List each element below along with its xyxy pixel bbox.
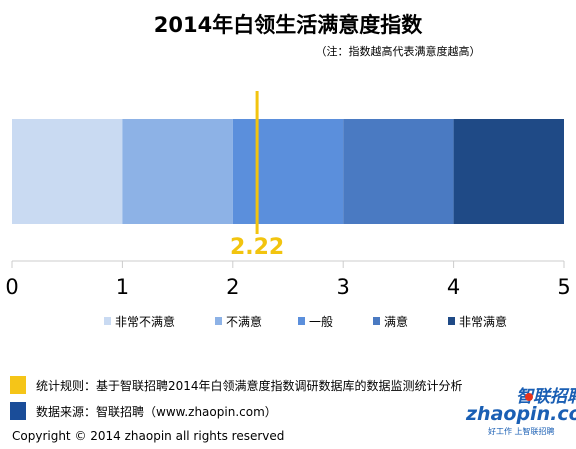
legend-label-4: 满意 [384, 314, 408, 329]
bar-segment-2 [122, 119, 233, 224]
logo-slogan: 好工作 上智联招聘 [488, 426, 555, 436]
rule-text: 统计规则：基于智联招聘2014年白领满意度指数调研数据库的数据监测统计分析 [36, 378, 463, 393]
rule-swatch [10, 376, 26, 394]
legend-swatch-2 [215, 317, 222, 325]
legend-swatch-3 [298, 317, 305, 325]
legend-swatch-5 [448, 317, 455, 325]
tick-label-5: 5 [557, 275, 570, 299]
bar-segment-5 [453, 119, 564, 224]
legend: 非常不满意 不满意 一般 满意 非常满意 [104, 314, 507, 329]
bar-segment-3 [232, 119, 344, 224]
legend-swatch-4 [373, 317, 380, 325]
chart-subtitle: （注：指数越高代表满意度越高） [316, 44, 481, 58]
chart-title: 2014年白领生活满意度指数 [154, 13, 423, 37]
tick-label-1: 1 [116, 275, 129, 299]
bar-segment-1 [12, 119, 123, 224]
zhaopin-logo: 智联招聘 zhaopin.com 好工作 上智联招聘 [465, 387, 576, 436]
tick-label-3: 3 [337, 275, 350, 299]
copyright-text: Copyright © 2014 zhaopin all rights rese… [12, 429, 284, 443]
legend-label-1: 非常不满意 [115, 314, 175, 329]
tick-label-4: 4 [447, 275, 460, 299]
source-swatch [10, 402, 26, 420]
bar-segment-4 [343, 119, 454, 224]
legend-label-3: 一般 [309, 314, 333, 329]
bar-segments [12, 119, 564, 224]
marker-label: 2.22 [230, 235, 284, 260]
logo-domain: zhaopin.com [465, 403, 576, 425]
source-text: 数据来源：智联招聘（www.zhaopin.com） [36, 404, 277, 419]
logo-accent-dot [525, 393, 533, 401]
legend-label-5: 非常满意 [459, 314, 507, 329]
x-axis-ticks: 0 1 2 3 4 5 [5, 261, 571, 299]
tick-label-2: 2 [226, 275, 239, 299]
logo-chinese-name: 智联招聘 [516, 387, 576, 407]
legend-swatch-1 [104, 317, 111, 325]
tick-label-0: 0 [5, 275, 18, 299]
legend-label-2: 不满意 [226, 314, 262, 329]
value-marker: 2.22 [230, 91, 284, 260]
